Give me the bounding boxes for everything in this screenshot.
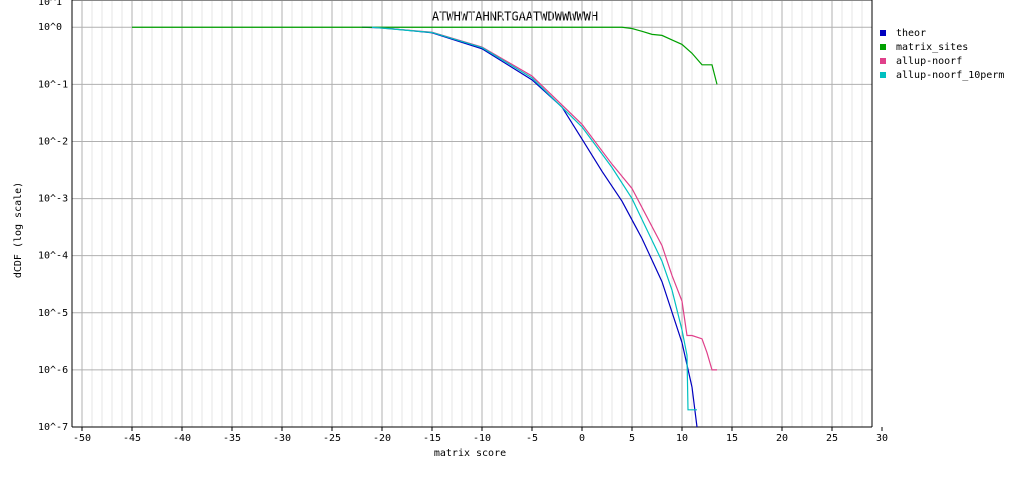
legend-swatch <box>880 30 886 36</box>
series-line <box>371 26 717 371</box>
x-tick-label: -15 <box>423 433 441 444</box>
x-tick-label: -10 <box>473 433 491 444</box>
x-tick-label: 20 <box>776 433 788 444</box>
y-tick-label: 10^-7 <box>38 422 68 433</box>
legend-swatch <box>880 72 886 78</box>
legend-label: allup-noorf_10perm <box>896 70 1004 81</box>
x-axis-label: matrix score <box>434 448 506 459</box>
legend-label: matrix_sites <box>896 42 968 53</box>
legend-swatch <box>880 44 886 50</box>
x-tick-label: 5 <box>629 433 635 444</box>
x-tick-label: -40 <box>173 433 191 444</box>
series-line <box>371 26 697 411</box>
x-tick-label: 0 <box>579 433 585 444</box>
y-tick-label: 10^-6 <box>38 365 68 376</box>
y-axis-label: dCDF (log scale) <box>13 182 24 278</box>
legend-swatch <box>880 58 886 64</box>
legend-label: allup-noorf <box>896 56 962 67</box>
series-line <box>132 26 718 85</box>
x-tick-label: 25 <box>826 433 838 444</box>
y-tick-label: 10^0 <box>38 22 62 33</box>
chart-title: ATWHWTAHNRTGAATWDWWWWWH <box>432 10 598 24</box>
y-tick-label: 10^1 <box>38 0 62 8</box>
x-tick-label: -30 <box>273 433 291 444</box>
y-tick-label: 10^-3 <box>38 194 68 205</box>
y-tick-label: 10^-2 <box>38 136 68 147</box>
x-tick-label: -50 <box>73 433 91 444</box>
x-tick-label: 30 <box>876 433 888 444</box>
legend-label: theor <box>896 28 926 39</box>
x-tick-label: -20 <box>373 433 391 444</box>
x-tick-label: 10 <box>676 433 688 444</box>
y-tick-label: 10^-4 <box>38 251 68 262</box>
x-tick-label: -25 <box>323 433 341 444</box>
x-tick-label: -45 <box>123 433 141 444</box>
y-tick-label: 10^-1 <box>38 79 68 90</box>
x-tick-label: -35 <box>223 433 241 444</box>
x-tick-label: 15 <box>726 433 738 444</box>
y-tick-label: 10^-5 <box>38 308 68 319</box>
x-tick-label: -5 <box>526 433 538 444</box>
